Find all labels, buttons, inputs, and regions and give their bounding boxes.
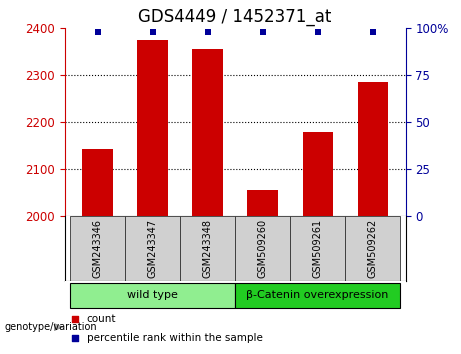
Text: GSM243347: GSM243347 — [148, 219, 158, 278]
Bar — [302, 132, 333, 216]
Point — [149, 29, 156, 35]
Text: GSM243348: GSM243348 — [202, 219, 213, 278]
Bar — [125, 216, 180, 281]
Text: count: count — [87, 314, 116, 324]
Text: β-Catenin overexpression: β-Catenin overexpression — [247, 290, 389, 301]
Point — [204, 29, 211, 35]
Text: GSM509261: GSM509261 — [313, 219, 323, 278]
Bar — [358, 82, 388, 216]
Bar — [193, 50, 223, 216]
Point — [71, 316, 78, 322]
Point — [94, 29, 101, 35]
Bar — [83, 149, 112, 216]
Text: wild type: wild type — [127, 290, 178, 301]
Polygon shape — [54, 324, 63, 331]
Point — [71, 335, 78, 341]
Bar — [70, 216, 125, 281]
Text: genotype/variation: genotype/variation — [5, 322, 97, 332]
Bar — [290, 216, 345, 281]
Text: GSM509262: GSM509262 — [368, 219, 378, 278]
Title: GDS4449 / 1452371_at: GDS4449 / 1452371_at — [138, 8, 332, 25]
Bar — [180, 216, 235, 281]
Bar — [235, 283, 400, 308]
Text: percentile rank within the sample: percentile rank within the sample — [87, 332, 263, 343]
Bar — [137, 40, 168, 216]
Text: GSM509260: GSM509260 — [258, 219, 268, 278]
Point — [259, 29, 266, 35]
Point — [369, 29, 376, 35]
Bar — [345, 216, 400, 281]
Bar — [235, 216, 290, 281]
Text: GSM243346: GSM243346 — [93, 219, 102, 278]
Bar — [248, 190, 278, 216]
Point — [314, 29, 321, 35]
Bar — [70, 283, 235, 308]
